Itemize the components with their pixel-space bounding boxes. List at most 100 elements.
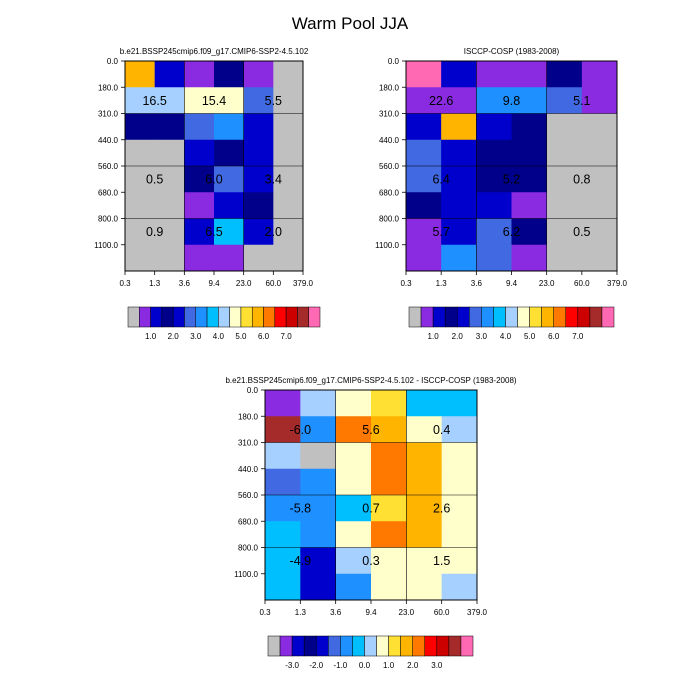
colorbar-label: 6.0 bbox=[548, 332, 560, 341]
heatmap-cell bbox=[511, 61, 548, 88]
heatmap-cell bbox=[300, 390, 337, 417]
y-tick-label: 440.0 bbox=[98, 136, 119, 145]
x-tick-label: 379.0 bbox=[293, 279, 314, 288]
heatmap-cell bbox=[154, 192, 185, 219]
heatmap-cell bbox=[125, 218, 156, 246]
heatmap-cell bbox=[243, 139, 274, 167]
colorbar-label: 7.0 bbox=[572, 332, 584, 341]
heatmap-cell bbox=[243, 87, 274, 114]
heatmap-cell bbox=[441, 166, 477, 193]
colorbar-label: 3.0 bbox=[431, 661, 443, 670]
heatmap-cell bbox=[581, 218, 618, 246]
cell-value-label: -6.0 bbox=[290, 423, 312, 437]
heatmap-cell bbox=[184, 244, 215, 272]
x-tick-label: 0.3 bbox=[259, 608, 271, 617]
y-tick-label: 680.0 bbox=[379, 188, 400, 197]
heatmap-cell bbox=[406, 139, 442, 167]
colorbar-swatch bbox=[251, 306, 264, 328]
x-tick-label: 1.3 bbox=[149, 279, 161, 288]
colorbar-swatch bbox=[400, 635, 413, 657]
y-tick-label: 680.0 bbox=[98, 188, 119, 197]
colorbar-label: 3.0 bbox=[190, 332, 202, 341]
x-tick-label: 3.6 bbox=[179, 279, 191, 288]
heatmap-cell bbox=[214, 244, 245, 272]
heatmap-cell bbox=[441, 244, 477, 272]
colorbar-label: 5.0 bbox=[235, 332, 247, 341]
y-tick-label: 800.0 bbox=[238, 544, 259, 553]
cell-value-label: 3.4 bbox=[265, 173, 282, 187]
y-tick-label: 180.0 bbox=[238, 412, 259, 421]
y-tick-label: 180.0 bbox=[98, 83, 119, 92]
heatmap-cell bbox=[335, 442, 372, 470]
colorbar-swatch bbox=[460, 635, 474, 657]
heatmap-cell bbox=[511, 166, 548, 193]
heatmap-cell bbox=[154, 139, 185, 167]
x-tick-label: 23.0 bbox=[539, 279, 555, 288]
heatmap-cell bbox=[406, 192, 442, 219]
heatmap-cell bbox=[265, 521, 301, 548]
heatmap-cell bbox=[581, 87, 618, 114]
heatmap-cell bbox=[406, 113, 442, 141]
cell-value-label: 6.4 bbox=[432, 173, 449, 187]
heatmap-cell bbox=[406, 390, 443, 417]
heatmap-cell bbox=[441, 521, 478, 548]
colorbar-swatch bbox=[315, 635, 329, 657]
cell-value-label: 9.8 bbox=[503, 94, 520, 108]
heatmap-cell bbox=[184, 139, 215, 167]
heatmap-panel-3: b.e21.BSSP245cmip6.f09_g17.CMIP6-SSP2-4.… bbox=[225, 376, 516, 670]
colorbar-swatch bbox=[328, 635, 341, 657]
heatmap-cell bbox=[371, 390, 407, 417]
heatmap-cell bbox=[476, 192, 512, 219]
heatmap-cell bbox=[335, 547, 372, 575]
heatmap-cell bbox=[184, 87, 215, 114]
colorbar-swatch bbox=[412, 635, 426, 657]
heatmap-cell bbox=[300, 573, 337, 601]
cell-value-label: 5.6 bbox=[362, 423, 379, 437]
colorbar-swatch bbox=[308, 306, 321, 328]
heatmap-cell bbox=[335, 468, 372, 496]
heatmap-cell bbox=[511, 87, 548, 114]
heatmap-cell bbox=[335, 573, 372, 601]
heatmap-cell bbox=[476, 61, 512, 88]
x-tick-label: 1.3 bbox=[295, 608, 307, 617]
cell-value-label: 0.7 bbox=[362, 502, 379, 516]
cell-value-label: 15.4 bbox=[202, 94, 226, 108]
colorbar-swatch bbox=[150, 306, 163, 328]
x-tick-label: 0.3 bbox=[400, 279, 412, 288]
heatmap-cell bbox=[441, 218, 477, 246]
colorbar-label: 2.0 bbox=[168, 332, 180, 341]
cell-value-label: -4.9 bbox=[290, 554, 312, 568]
heatmap-cell bbox=[154, 61, 185, 88]
heatmap-panel-1: b.e21.BSSP245cmip6.f09_g17.CMIP6-SSP2-4.… bbox=[94, 47, 321, 341]
heatmap-cell bbox=[265, 468, 301, 496]
heatmap-cell bbox=[335, 495, 372, 522]
colorbar-swatch bbox=[161, 306, 174, 328]
colorbar-swatch bbox=[172, 306, 185, 328]
heatmap-cell bbox=[300, 547, 337, 575]
colorbar-label: 1.0 bbox=[145, 332, 157, 341]
heatmap-cell bbox=[371, 521, 407, 548]
colorbar-swatch bbox=[541, 306, 554, 328]
x-tick-label: 379.0 bbox=[607, 279, 628, 288]
heatmap-cell bbox=[214, 139, 245, 167]
heatmap-cell bbox=[441, 87, 477, 114]
heatmap-cell bbox=[214, 61, 245, 88]
heatmap-cell bbox=[265, 390, 301, 417]
cell-value-label: 0.5 bbox=[146, 173, 163, 187]
y-tick-label: 1100.0 bbox=[375, 241, 399, 250]
heatmap-cell bbox=[300, 416, 337, 443]
colorbar-swatch bbox=[195, 306, 208, 328]
panel-title: b.e21.BSSP245cmip6.f09_g17.CMIP6-SSP2-4.… bbox=[120, 47, 309, 56]
x-tick-label: 60.0 bbox=[574, 279, 590, 288]
panel-title: ISCCP-COSP (1983-2008) bbox=[464, 47, 560, 56]
colorbar-label: -1.0 bbox=[333, 661, 347, 670]
heatmap-cell bbox=[476, 166, 512, 193]
colorbar-swatch bbox=[424, 635, 438, 657]
colorbar-swatch bbox=[263, 306, 276, 328]
colorbar-swatch bbox=[493, 306, 506, 328]
colorbar-swatch bbox=[340, 635, 353, 657]
figure-title: Warm Pool JJA bbox=[292, 14, 409, 33]
heatmap-cell bbox=[406, 416, 443, 443]
x-tick-label: 23.0 bbox=[399, 608, 415, 617]
panels: b.e21.BSSP245cmip6.f09_g17.CMIP6-SSP2-4.… bbox=[94, 47, 627, 670]
